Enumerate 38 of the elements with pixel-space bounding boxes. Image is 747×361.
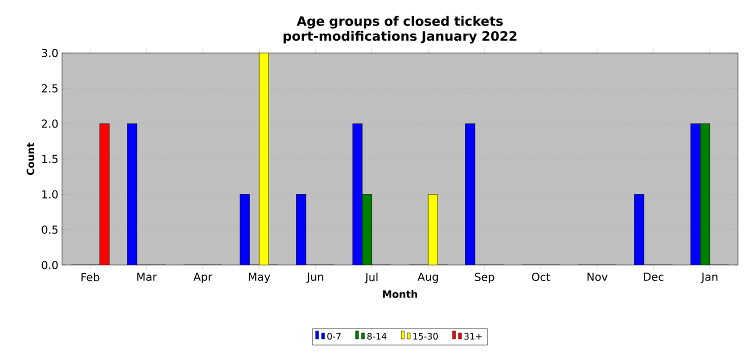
y-tick-label: 1.5 [42,154,58,164]
x-tick-label: Apr [193,272,212,284]
bar [428,194,438,265]
legend-label: 31+ [464,332,482,340]
bar [258,53,269,265]
chart-title: Age groups of closed tickets port-modifications January 2022 [284,16,516,44]
bar [127,123,138,265]
x-tick-label: Jun [306,272,324,283]
legend-label: 8-14 [367,332,387,340]
y-tick-label: 0.5 [42,226,58,234]
y-tick-label: 3.0 [42,48,58,58]
legend-label: 0-7 [327,332,341,340]
bar [240,194,250,265]
y-tick-label: 2.5 [42,84,58,92]
x-tick-label: Jan [700,272,718,283]
y-axis-title: Count [26,142,34,176]
x-tick-label: May [248,272,270,284]
x-axis-title: Month [383,290,418,298]
y-tick-label: 0.0 [42,260,58,270]
y-tick-label: 1.0 [42,190,58,198]
bar [690,123,700,265]
bar [700,123,710,265]
bar [465,123,476,265]
bar [352,123,362,265]
bar [296,194,306,265]
x-tick-label: Oct [532,272,550,282]
legend-label: 15-30 [413,332,438,340]
x-tick-label: Dec [644,272,664,281]
bar [634,194,644,265]
x-tick-label: Sep [474,272,494,284]
x-tick-label: Mar [137,272,157,281]
bar [362,194,372,265]
x-tick-label: Aug [418,272,438,284]
y-tick-label: 2.0 [42,120,58,128]
x-tick-label: Jul [364,272,378,284]
bar [100,123,110,265]
x-tick-label: Nov [588,272,608,281]
x-tick-label: Feb [82,272,100,282]
